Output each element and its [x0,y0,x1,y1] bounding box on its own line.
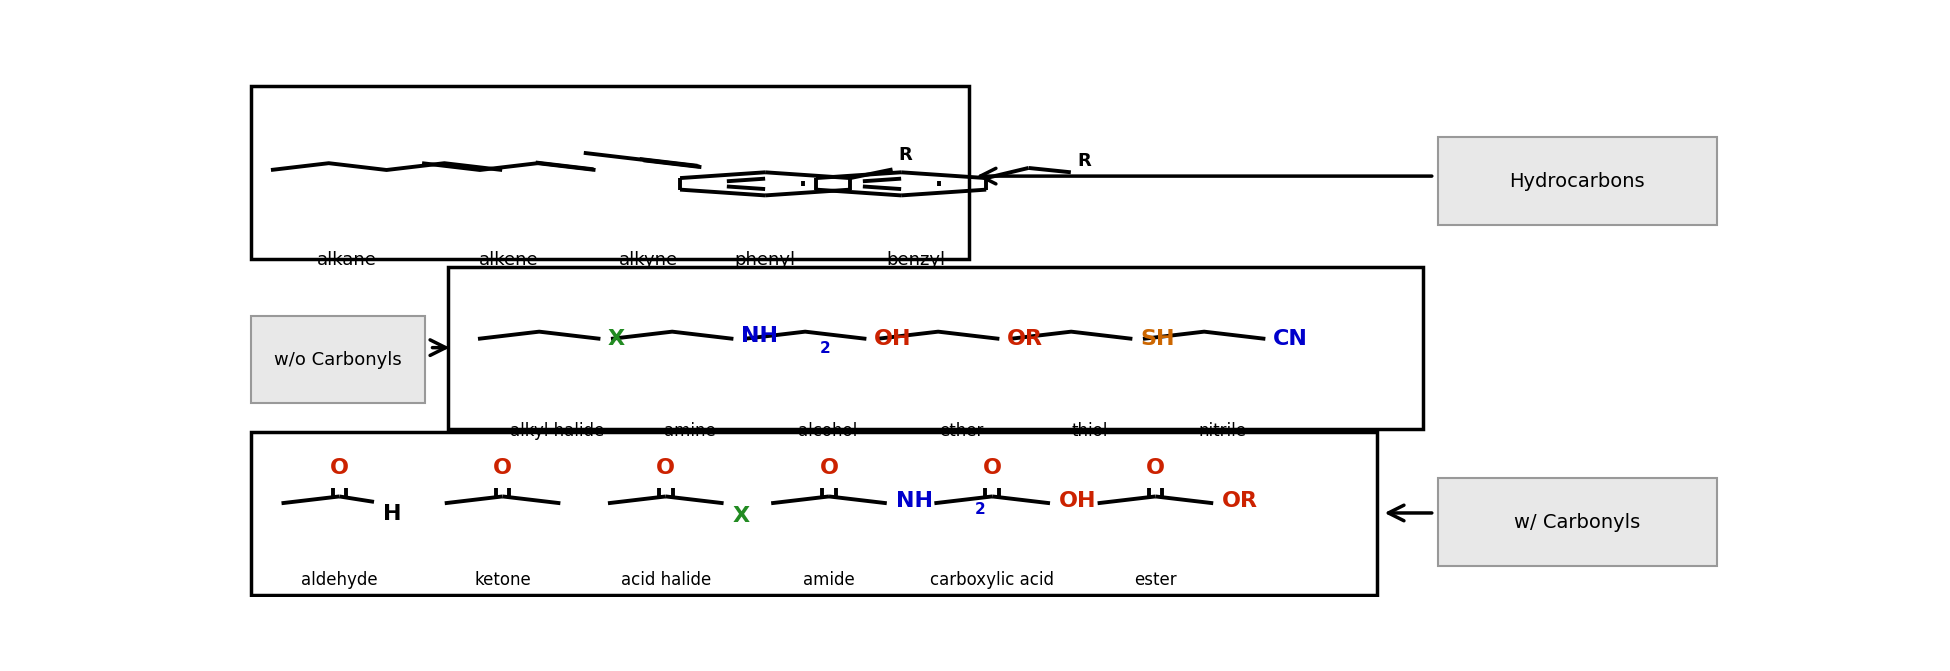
Text: X: X [608,329,626,349]
Bar [252,315,425,403]
Text: alkyl halide: alkyl halide [511,421,604,440]
Text: phenyl: phenyl [735,251,796,269]
Text: OR: OR [1223,491,1258,511]
Text: 2: 2 [819,341,831,356]
Text: thiol: thiol [1071,421,1108,440]
Text: SH: SH [1141,329,1174,349]
Text: O: O [819,458,838,478]
Text: NH: NH [895,491,932,511]
Text: X: X [733,506,749,526]
Text: w/ Carbonyls: w/ Carbonyls [1515,513,1640,532]
Text: w/o Carbonyls: w/o Carbonyls [275,350,402,368]
Text: aldehyde: aldehyde [300,572,378,589]
Bar [1437,478,1718,566]
Text: acid halide: acid halide [620,572,712,589]
Text: NH: NH [741,326,778,346]
Text: ketone: ketone [474,572,530,589]
Text: H: H [382,505,402,525]
Text: alkene: alkene [478,251,538,269]
Text: O: O [1147,458,1164,478]
Text: 2: 2 [975,502,985,517]
Text: CN: CN [1273,329,1308,349]
Text: ester: ester [1135,572,1176,589]
Text: R: R [899,146,913,164]
Text: O: O [657,458,675,478]
Text: amide: amide [803,572,854,589]
Text: OH: OH [874,329,911,349]
Bar [252,86,969,259]
Text: R: R [1076,152,1090,170]
Text: alkyne: alkyne [620,251,679,269]
Text: amine: amine [665,421,716,440]
Text: O: O [493,458,513,478]
Text: OR: OR [1006,329,1043,349]
Text: Hydrocarbons: Hydrocarbons [1509,172,1646,191]
Text: carboxylic acid: carboxylic acid [930,572,1055,589]
Bar [252,432,1377,595]
Text: alcohol: alcohol [798,421,858,440]
Text: nitrile: nitrile [1199,421,1246,440]
Text: benzyl: benzyl [887,251,946,269]
Text: O: O [983,458,1002,478]
Bar [1437,138,1718,225]
Text: ether: ether [938,421,983,440]
Text: OH: OH [1059,491,1096,511]
Text: alkane: alkane [316,251,376,269]
Text: O: O [330,458,349,478]
Bar [448,266,1424,429]
